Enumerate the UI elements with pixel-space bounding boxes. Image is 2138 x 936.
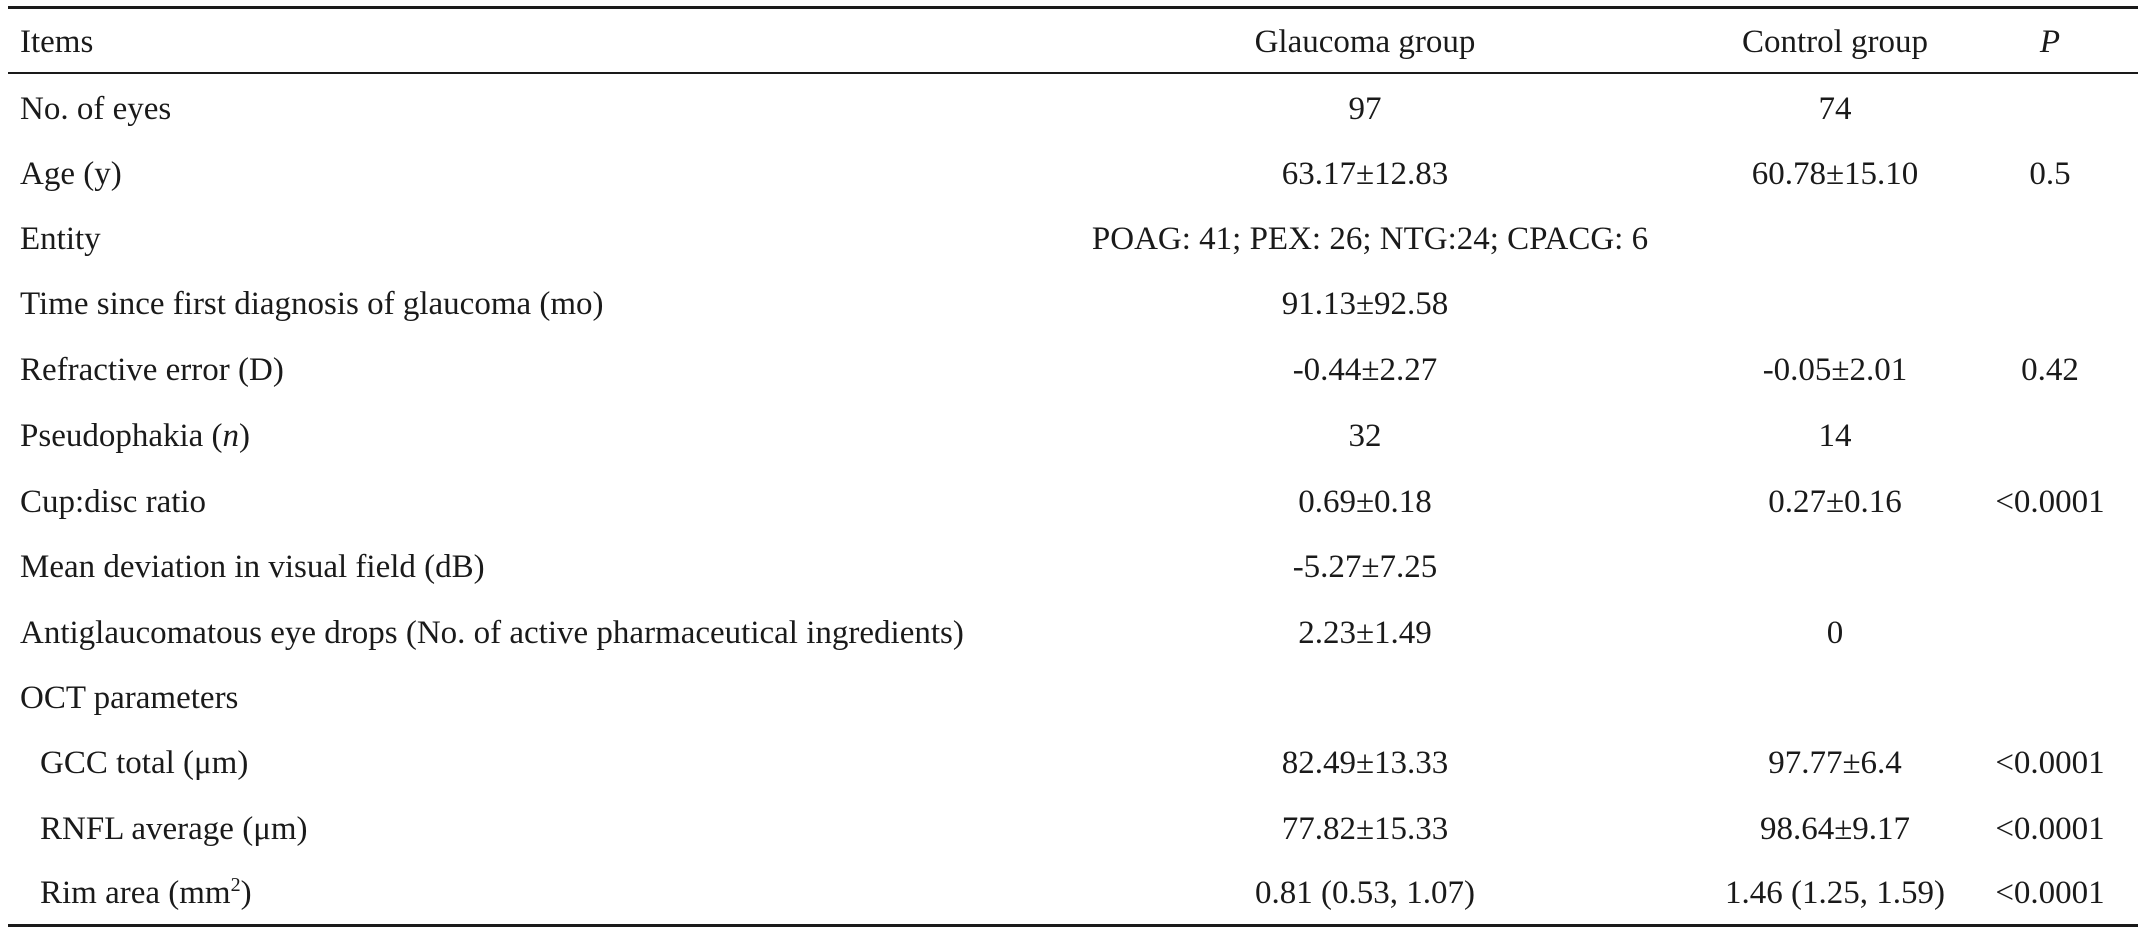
table-row: Mean deviation in visual field (dB) -5.2… [0,534,2138,600]
row-label: No. of eyes [20,91,172,127]
header-control-group: Control group [1741,24,1929,60]
p-value: <0.0001 [1995,875,2105,911]
header-p-value: P [2039,24,2061,60]
glaucoma-value: -5.27±7.25 [1292,549,1438,585]
glaucoma-value: -0.44±2.27 [1292,352,1438,388]
row-label: Cup:disc ratio [20,484,207,520]
control-value: 98.64±9.17 [1759,811,1911,847]
glaucoma-value: 2.23±1.49 [1298,615,1432,651]
table-row: Antiglaucomatous eye drops (No. of activ… [0,600,2138,666]
row-label: Antiglaucomatous eye drops (No. of activ… [20,615,964,651]
table-row: RNFL average (μm) 77.82±15.33 98.64±9.17… [0,796,2138,862]
table-row: Rim area (mm2) 0.81 (0.53, 1.07) 1.46 (1… [0,860,2138,926]
table-row: Entity POAG: 41; PEX: 26; NTG:24; CPACG:… [0,206,2138,272]
row-label: Refractive error (D) [20,352,284,388]
row-label: Entity [20,221,101,257]
row-label-superscript: 2 [230,874,241,896]
control-value: 14 [1818,418,1852,454]
row-label-close: ) [239,418,251,454]
table-header-row: Items Glaucoma group Control group P [0,9,2138,75]
glaucoma-value: 91.13±92.58 [1281,286,1449,322]
control-value: 0 [1826,615,1844,651]
header-glaucoma-group: Glaucoma group [1254,24,1476,60]
section-label: OCT parameters [20,680,239,716]
table-row: Refractive error (D) -0.44±2.27 -0.05±2.… [0,337,2138,403]
row-label: RNFL average (μm) [40,811,308,847]
table-row: GCC total (μm) 82.49±13.33 97.77±6.4 <0.… [0,730,2138,796]
control-value: 1.46 (1.25, 1.59) [1725,875,1945,911]
row-label: Age (y) [20,156,122,192]
table-row: Pseudophakia (n) 32 14 [0,403,2138,469]
glaucoma-value: 77.82±15.33 [1281,811,1449,847]
entity-breakdown: POAG: 41; PEX: 26; NTG:24; CPACG: 6 [1091,221,1649,257]
table-section-row: OCT parameters [0,665,2138,731]
p-value: <0.0001 [1995,811,2105,847]
glaucoma-value: 82.49±13.33 [1281,745,1449,781]
row-label-italic: n [222,418,240,454]
table-header-rule [8,72,2138,74]
glaucoma-value: 0.69±0.18 [1298,484,1432,520]
control-value: 74 [1818,91,1852,127]
glaucoma-value: 97 [1348,91,1382,127]
control-value: 0.27±0.16 [1768,484,1902,520]
p-value: <0.0001 [1995,484,2105,520]
row-label-close: ) [240,875,252,911]
table-row: Time since first diagnosis of glaucoma (… [0,271,2138,337]
row-label-text: Rim area (mm [40,875,231,911]
p-value: 0.5 [2029,156,2071,192]
glaucoma-value: 63.17±12.83 [1281,156,1449,192]
row-label-text: Pseudophakia ( [20,418,223,454]
header-items: Items [20,24,94,60]
table-top-rule [8,6,2138,9]
row-label: Rim area (mm2) [40,860,252,926]
table-bottom-rule [8,924,2138,927]
glaucoma-value: 32 [1348,418,1382,454]
row-label: Time since first diagnosis of glaucoma (… [20,286,604,322]
table-row: Age (y) 63.17±12.83 60.78±15.10 0.5 [0,141,2138,207]
p-value: 0.42 [2021,352,2079,388]
p-value: <0.0001 [1995,745,2105,781]
table-row: No. of eyes 97 74 [0,76,2138,142]
table-row: Cup:disc ratio 0.69±0.18 0.27±0.16 <0.00… [0,469,2138,535]
control-value: -0.05±2.01 [1762,352,1908,388]
control-value: 60.78±15.10 [1751,156,1919,192]
control-value: 97.77±6.4 [1768,745,1902,781]
row-label: Pseudophakia (n) [20,403,250,469]
glaucoma-value: 0.81 (0.53, 1.07) [1255,875,1475,911]
row-label: Mean deviation in visual field (dB) [20,549,485,585]
row-label: GCC total (μm) [40,745,249,781]
